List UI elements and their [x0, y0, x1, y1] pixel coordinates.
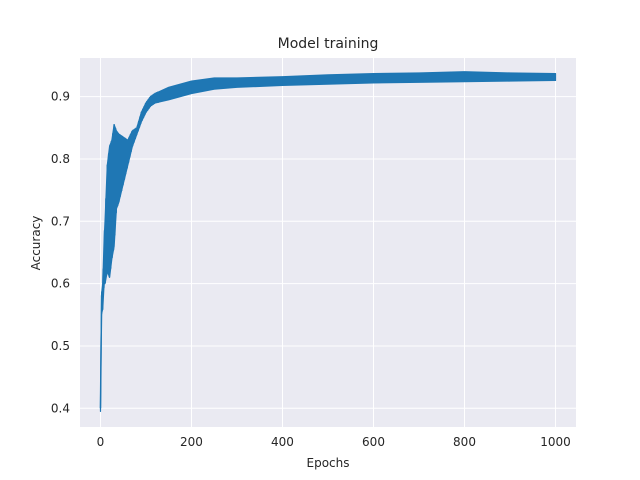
- x-tick-label: 0: [97, 435, 105, 449]
- x-tick-labels: 0 200 400 600 800 1000: [97, 435, 571, 449]
- series-group: [99, 71, 557, 413]
- x-tick-label: 1000: [540, 435, 571, 449]
- y-tick-label: 0.4: [51, 401, 70, 415]
- accuracy-line: [99, 91, 160, 409]
- y-tick-label: 0.8: [51, 152, 70, 166]
- x-tick-label: 600: [362, 435, 385, 449]
- y-tick-label: 0.7: [51, 214, 70, 228]
- x-tick-label: 400: [271, 435, 294, 449]
- grid-lines: [80, 58, 576, 427]
- x-tick-label: 800: [453, 435, 476, 449]
- y-tick-label: 0.6: [51, 277, 70, 291]
- y-tick-label: 0.5: [51, 339, 70, 353]
- plot-background: [80, 58, 576, 427]
- chart-title: Model training: [278, 36, 379, 52]
- y-tick-label: 0.9: [51, 90, 70, 104]
- y-tick-labels: 0.4 0.5 0.6 0.7 0.8 0.9: [51, 90, 70, 416]
- x-tick-label: 200: [180, 435, 203, 449]
- y-axis-label: Accuracy: [29, 216, 43, 271]
- x-axis-label: Epochs: [307, 456, 350, 470]
